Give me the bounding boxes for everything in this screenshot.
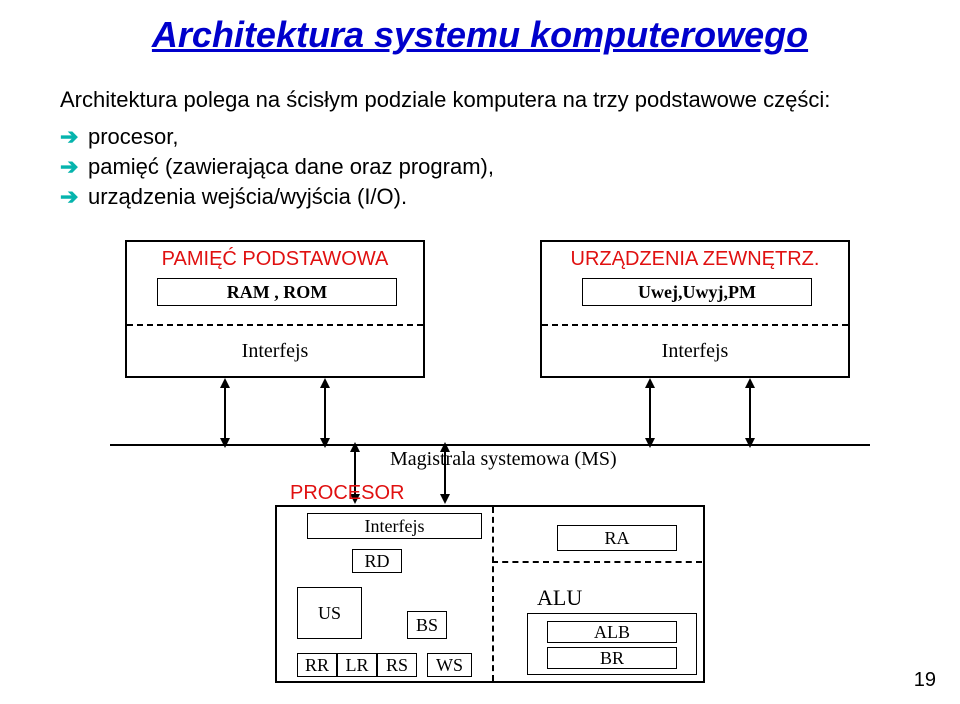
proc-alu: ALU: [537, 585, 582, 611]
proc-rd: RD: [352, 549, 402, 573]
proc-rr: RR: [297, 653, 337, 677]
processor-title: PROCESOR: [290, 482, 404, 505]
proc-alb: ALB: [547, 621, 677, 643]
proc-ra: RA: [557, 525, 677, 551]
bullet-list: ➔procesor, ➔pamięć (zawierająca dane ora…: [60, 120, 920, 210]
list-item: ➔urządzenia wejścia/wyjścia (I/O).: [60, 184, 920, 210]
arrow-icon: ➔: [60, 184, 88, 210]
arrow-memory-bus-2: [315, 378, 335, 448]
devices-title: URZĄDZENIA ZEWNĘTRZ.: [542, 248, 848, 271]
arrow-devices-bus-2: [740, 378, 760, 448]
memory-interface: Interfejs: [127, 340, 423, 363]
arrow-icon: ➔: [60, 154, 88, 180]
proc-bs: BS: [407, 611, 447, 639]
memory-block: PAMIĘĆ PODSTAWOWA RAM , ROM Interfejs: [125, 240, 425, 378]
page-number: 19: [914, 669, 936, 692]
page-title: Architektura systemu komputerowego Archi…: [0, 14, 960, 56]
devices-block: URZĄDZENIA ZEWNĘTRZ. Uwej,Uwyj,PM Interf…: [540, 240, 850, 378]
list-item: ➔pamięć (zawierająca dane oraz program),: [60, 154, 920, 180]
processor-block: Interfejs RD US BS RR LR RS WS RA ALU AL…: [275, 505, 705, 683]
proc-us: US: [297, 587, 362, 639]
memory-title: PAMIĘĆ PODSTAWOWA: [127, 248, 423, 271]
proc-interface: Interfejs: [307, 513, 482, 539]
list-item: ➔procesor,: [60, 124, 920, 150]
intro-text: Architektura polega na ścisłym podziale …: [60, 85, 920, 116]
arrow-memory-bus-1: [215, 378, 235, 448]
arrow-icon: ➔: [60, 124, 88, 150]
proc-br: BR: [547, 647, 677, 669]
devices-content: Uwej,Uwyj,PM: [582, 278, 812, 306]
arrow-devices-bus-1: [640, 378, 660, 448]
devices-interface: Interfejs: [542, 340, 848, 363]
arrow-bus-proc-2: [435, 442, 455, 504]
memory-content: RAM , ROM: [157, 278, 397, 306]
proc-ws: WS: [427, 653, 472, 677]
proc-rs: RS: [377, 653, 417, 677]
proc-lr: LR: [337, 653, 377, 677]
